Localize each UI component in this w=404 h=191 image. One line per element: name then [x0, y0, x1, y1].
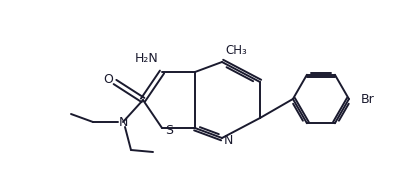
Text: S: S — [165, 125, 173, 138]
Text: N: N — [223, 134, 233, 146]
Text: Br: Br — [361, 92, 375, 105]
Text: CH₃: CH₃ — [225, 44, 247, 57]
Text: O: O — [103, 73, 113, 86]
Text: N: N — [118, 116, 128, 129]
Text: H₂N: H₂N — [135, 52, 159, 65]
